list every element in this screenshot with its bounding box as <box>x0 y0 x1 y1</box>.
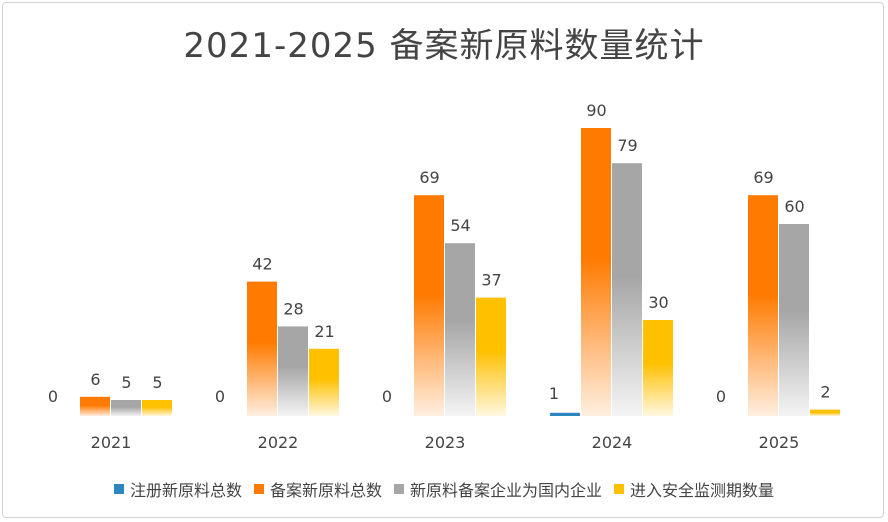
data-label-2021-series-2: 6 <box>90 370 100 389</box>
bar-2025-series-2 <box>748 195 778 416</box>
bar-2022-series-2 <box>247 281 277 416</box>
data-label-2021-series-4: 5 <box>152 373 162 392</box>
data-label-2025-series-2: 69 <box>753 168 773 187</box>
bar-2022-series-4 <box>309 348 339 416</box>
data-label-2021-series-3: 5 <box>121 373 131 392</box>
data-label-2024-series-3: 79 <box>617 136 637 155</box>
legend-label: 注册新原料总数 <box>129 481 242 500</box>
data-label-2025-series-3: 60 <box>784 197 804 216</box>
bar-2021-series-2 <box>80 396 110 416</box>
data-label-2024-series-1: 1 <box>549 384 559 403</box>
bar-2023-series-2 <box>414 195 444 416</box>
data-label-2023-series-3: 54 <box>450 216 470 235</box>
bar-2024-series-1 <box>550 412 580 416</box>
legend-label: 备案新原料总数 <box>269 481 382 500</box>
chart-title: 2021-2025 备案新原料数量统计 <box>183 26 705 66</box>
data-label-2022-series-3: 28 <box>283 299 303 318</box>
x-tick-label-2022: 2022 <box>258 433 299 452</box>
data-label-2023-series-1: 0 <box>382 387 392 406</box>
x-tick-label-2023: 2023 <box>425 433 466 452</box>
bar-2022-series-3 <box>278 326 308 416</box>
bar-2021-series-3 <box>111 400 141 416</box>
legend-item-series-2: 备案新原料总数 <box>253 477 382 501</box>
legend: 注册新原料总数 备案新原料总数 新原料备案企业为国内企业 进入安全监测期数量 <box>0 477 888 501</box>
data-label-2022-series-2: 42 <box>252 255 272 274</box>
x-tick-label-2021: 2021 <box>91 433 132 452</box>
data-label-2024-series-2: 90 <box>586 101 606 120</box>
legend-swatch <box>394 484 404 494</box>
bar-2024-series-2 <box>581 128 611 416</box>
x-tick-label-2024: 2024 <box>592 433 633 452</box>
x-tick-label-2025: 2025 <box>759 433 800 452</box>
bar-2024-series-4 <box>643 320 673 416</box>
legend-swatch <box>253 484 264 494</box>
bar-2025-series-4 <box>810 409 840 416</box>
legend-item-series-4: 进入安全监测期数量 <box>614 477 774 501</box>
data-label-2023-series-2: 69 <box>419 168 439 187</box>
bar-2025-series-3 <box>779 224 809 416</box>
data-label-2023-series-4: 37 <box>481 271 501 290</box>
bar-2023-series-4 <box>476 297 506 416</box>
data-label-2021-series-1: 0 <box>48 387 58 406</box>
data-label-2022-series-4: 21 <box>314 322 334 341</box>
bar-2024-series-3 <box>612 163 642 416</box>
data-label-2022-series-1: 0 <box>215 387 225 406</box>
bar-2021-series-4 <box>142 400 172 416</box>
legend-label: 进入安全监测期数量 <box>630 481 775 500</box>
data-label-2024-series-4: 30 <box>648 293 668 312</box>
legend-item-series-3: 新原料备案企业为国内企业 <box>394 477 602 501</box>
legend-swatch <box>113 484 124 494</box>
legend-label: 新原料备案企业为国内企业 <box>410 481 603 500</box>
data-label-2025-series-4: 2 <box>820 383 830 402</box>
legend-swatch <box>614 484 625 494</box>
bar-2023-series-3 <box>445 243 475 416</box>
data-label-2025-series-1: 0 <box>716 387 726 406</box>
legend-item-series-1: 注册新原料总数 <box>113 477 242 501</box>
